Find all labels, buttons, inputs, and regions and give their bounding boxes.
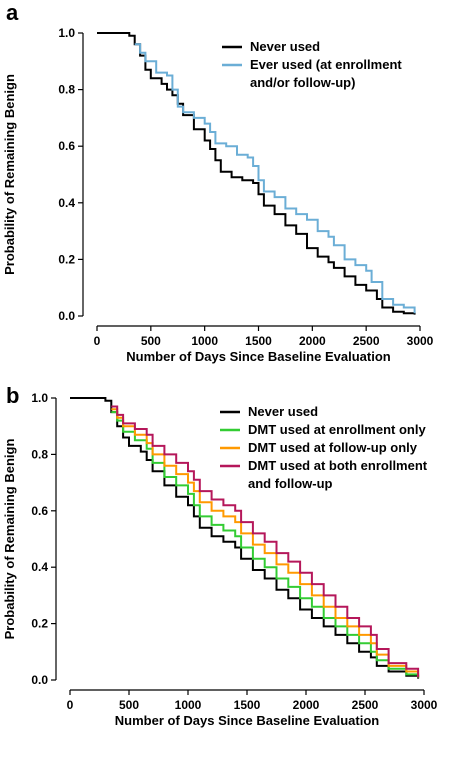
y-tick-label-a: 0.4 <box>58 196 75 210</box>
x-tick-label-b: 2500 <box>352 698 379 712</box>
x-tick-label-a: 500 <box>141 334 161 348</box>
legend-label-b: DMT used at enrollment only <box>248 422 426 437</box>
series-line-b-0 <box>70 397 420 679</box>
legend-label-a: Never used <box>250 39 320 54</box>
x-tick-label-b: 2000 <box>293 698 320 712</box>
legend-label-a: and/or follow-up) <box>250 75 355 90</box>
chart-b-svg: 0.0 0.2 0.4 0.6 0.8 1.0 0 500 1000 1500 2000 2500 30… <box>2 391 438 728</box>
series-line-b-1 <box>111 411 420 678</box>
series-line-a-0 <box>97 32 416 315</box>
y-tick-label-b: 1.0 <box>31 391 48 405</box>
legend-label-b: DMT used at both enrollment <box>248 458 428 473</box>
x-axis-label-a: Number of Days Since Baseline Evaluation <box>126 349 390 364</box>
y-axis-label-a: Probability of Remaining Benign <box>2 74 17 275</box>
panel-letter-b: b <box>6 383 20 408</box>
x-tick-label-a: 1000 <box>191 334 218 348</box>
legend-label-b: DMT used at follow-up only <box>248 440 418 455</box>
series-line-b-3 <box>111 405 420 678</box>
chart-a-svg: 0.0 0.2 0.4 0.6 0.8 1.0 0 500 1000 1500 2000 2500 30… <box>2 26 434 364</box>
y-tick-label-b: 0.8 <box>31 447 48 461</box>
x-tick-label-b: 500 <box>119 698 139 712</box>
x-tick-label-a: 3000 <box>407 334 434 348</box>
chart-panel-b: b 0.0 0.2 0.4 0.6 0.8 1.0 0 500 1000 1500 2000 2500… <box>0 383 472 766</box>
panel-letter-a: a <box>6 0 19 25</box>
x-tick-label-a: 2000 <box>299 334 326 348</box>
x-tick-label-a: 1500 <box>245 334 272 348</box>
y-tick-label-b: 0.2 <box>31 617 48 631</box>
legend-label-b: and follow-up <box>248 476 333 491</box>
y-axis-label-b: Probability of Remaining Benign <box>2 439 17 640</box>
x-axis-label-b: Number of Days Since Baseline Evaluation <box>115 713 379 728</box>
legend-label-a: Ever used (at enrollment <box>250 57 402 72</box>
x-tick-label-b: 0 <box>67 698 74 712</box>
y-tick-label-a: 0.0 <box>58 309 75 323</box>
x-tick-label-b: 3000 <box>411 698 438 712</box>
y-tick-label-a: 0.6 <box>58 139 75 153</box>
y-tick-label-a: 0.2 <box>58 252 75 266</box>
y-tick-label-b: 0.4 <box>31 560 48 574</box>
series-line-a-1 <box>134 43 416 314</box>
x-tick-label-a: 0 <box>94 334 101 348</box>
y-tick-label-a: 1.0 <box>58 26 75 40</box>
x-tick-label-b: 1000 <box>175 698 202 712</box>
x-tick-label-b: 1500 <box>234 698 261 712</box>
legend-label-b: Never used <box>248 404 318 419</box>
x-tick-label-a: 2500 <box>353 334 380 348</box>
y-tick-label-b: 0.0 <box>31 673 48 687</box>
y-tick-label-a: 0.8 <box>58 83 75 97</box>
chart-panel-a: a 0.0 0.2 0.4 0.6 0.8 1.0 0 500 1000 1500 2000 2500… <box>2 0 434 364</box>
y-tick-label-b: 0.6 <box>31 504 48 518</box>
